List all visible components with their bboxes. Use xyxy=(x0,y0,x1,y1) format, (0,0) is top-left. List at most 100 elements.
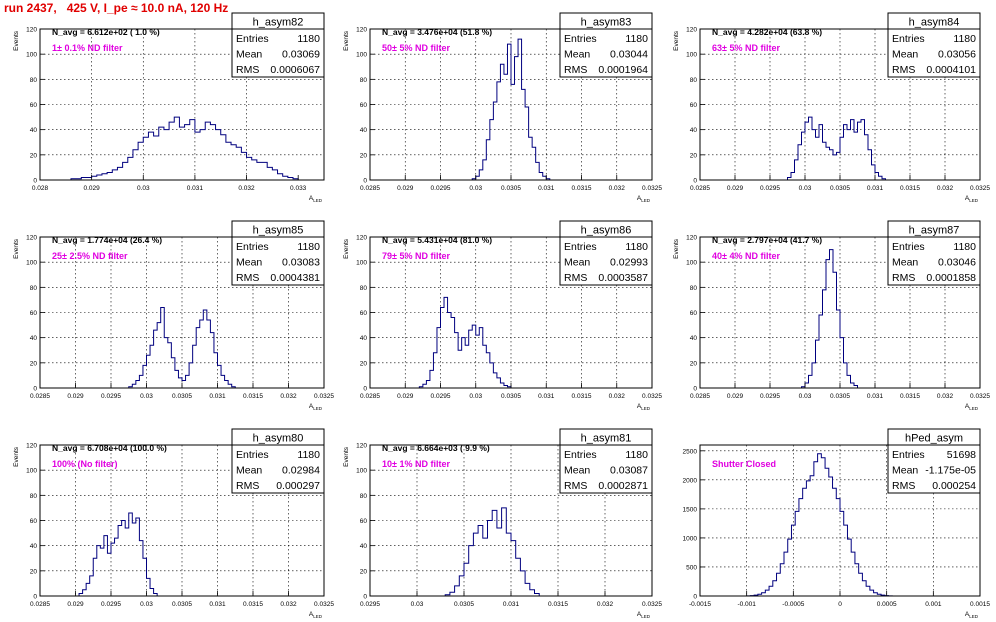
y-tick-label: 20 xyxy=(690,360,698,367)
x-tick-label: 0.031 xyxy=(538,393,555,400)
x-tick-label: 0.0295 xyxy=(101,601,121,608)
stats-values-box xyxy=(887,236,981,286)
y-tick-label: 0 xyxy=(693,594,697,601)
x-tick-label: 0.0305 xyxy=(830,185,850,192)
y-tick-label: 20 xyxy=(30,568,38,575)
stat-value: 1180 xyxy=(297,33,320,45)
x-tick-label: 0.03 xyxy=(469,393,482,400)
y-tick-label: 120 xyxy=(356,27,367,34)
stats-box: hPed_asym Entries 51698 Mean -1.175e-05 RMS 0.… xyxy=(887,428,981,494)
x-tick-label: 0.029 xyxy=(727,185,744,192)
stat-value: 0.0002871 xyxy=(598,480,648,492)
stats-values-box xyxy=(231,236,325,286)
navg-annotation: N_avg = 4.282e+04 (63.8 %) xyxy=(712,27,822,37)
histogram-line xyxy=(128,306,236,388)
panel-h_asym86: 0.0285 0.029 0.0295 0.03 0.0305 0.031 0.0315 0.… xyxy=(343,220,662,411)
x-tick-label: 0.032 xyxy=(609,185,626,192)
x-tick-label: 0.0005 xyxy=(877,601,897,608)
stat-value: 0.03083 xyxy=(282,257,320,269)
y-tick-label: 120 xyxy=(26,27,37,34)
stat-label: Mean xyxy=(564,49,590,61)
x-tick-label: 0.029 xyxy=(67,601,84,608)
stats-values-box xyxy=(559,236,653,286)
stat-value: 0.0003587 xyxy=(598,272,648,284)
y-tick-label: 60 xyxy=(690,310,698,317)
y-tick-label: 80 xyxy=(30,285,38,292)
run-title: run 2437, 425 V, I_pe ≈ 10.0 nA, 120 Hz xyxy=(4,1,229,15)
filter-annotation: 63± 5% ND filter xyxy=(712,43,780,53)
y-tick-label: 20 xyxy=(360,360,368,367)
histogram-line xyxy=(746,453,897,597)
x-tick-label: 0.0305 xyxy=(501,185,521,192)
stat-label: RMS xyxy=(564,480,587,492)
stats-box: h_asym83 Entries 1180 Mean 0.03044 RMS 0.00019… xyxy=(559,12,653,78)
navg-annotation: N_avg = 6.708e+04 (100.0 %) xyxy=(52,443,167,453)
stat-label: RMS xyxy=(564,64,587,76)
stat-value: 0.0001964 xyxy=(598,64,648,76)
x-tick-label: 0.0305 xyxy=(172,393,192,400)
x-tick-label: 0.0325 xyxy=(642,185,662,192)
x-tick-label: 0.0305 xyxy=(501,393,521,400)
stats-box: h_asym80 Entries 1180 Mean 0.02984 RMS 0.00029… xyxy=(231,428,325,494)
y-axis-title: Events xyxy=(673,30,680,51)
x-tick-label: 0.0305 xyxy=(830,393,850,400)
stat-value: 0.000254 xyxy=(932,480,976,492)
stat-value: 0.0001858 xyxy=(926,272,976,284)
x-tick-label: 0.0325 xyxy=(970,393,990,400)
panel-h_asym87: 0.0285 0.029 0.0295 0.03 0.0305 0.031 0.0315 0.… xyxy=(673,220,990,411)
histogram-name: h_asym87 xyxy=(909,225,960,237)
x-tick-label: 0.03 xyxy=(140,601,153,608)
histogram-name: h_asym80 xyxy=(253,433,304,445)
x-tick-label: 0.031 xyxy=(209,393,226,400)
filter-annotation: 50± 5% ND filter xyxy=(382,43,450,53)
y-tick-label: 100 xyxy=(356,52,367,59)
y-tick-label: 60 xyxy=(30,102,38,109)
histogram-name: h_asym84 xyxy=(909,17,960,29)
stat-label: RMS xyxy=(892,480,915,492)
stat-label: Entries xyxy=(236,449,269,461)
y-axis-title: Events xyxy=(13,30,20,51)
x-tick-label: 0.0295 xyxy=(101,393,121,400)
filter-annotation: 79± 5% ND filter xyxy=(382,251,450,261)
y-tick-label: 20 xyxy=(360,152,368,159)
y-tick-label: 60 xyxy=(30,518,38,525)
x-tick-label: 0.03 xyxy=(137,185,150,192)
y-tick-label: 40 xyxy=(690,127,698,134)
y-tick-label: 500 xyxy=(686,564,697,571)
stats-box: h_asym82 Entries 1180 Mean 0.03069 RMS 0.00060… xyxy=(231,12,325,78)
navg-annotation: N_avg = 1.774e+04 (26.4 %) xyxy=(52,235,162,245)
stat-value: 0.03044 xyxy=(610,49,648,61)
stat-label: Mean xyxy=(564,257,590,269)
filter-annotation: 40± 4% ND filter xyxy=(712,251,780,261)
x-tick-label: 0.0315 xyxy=(243,393,263,400)
stat-value: -1.175e-05 xyxy=(925,465,976,477)
x-tick-label: 0.0285 xyxy=(690,185,710,192)
y-tick-label: 80 xyxy=(690,285,698,292)
stat-label: RMS xyxy=(236,272,259,284)
x-tick-label: 0.03 xyxy=(140,393,153,400)
y-tick-label: 120 xyxy=(356,443,367,450)
stat-label: RMS xyxy=(892,272,915,284)
stat-label: RMS xyxy=(236,480,259,492)
y-axis-title: Events xyxy=(343,446,350,467)
y-axis-title: Events xyxy=(673,238,680,259)
x-tick-label: 0.0015 xyxy=(970,601,990,608)
stat-label: Mean xyxy=(892,465,918,477)
histogram-line xyxy=(787,116,886,180)
y-axis-title: Events xyxy=(13,238,20,259)
y-axis-title: Events xyxy=(343,238,350,259)
x-tick-label: 0.031 xyxy=(867,393,884,400)
x-axis-title: ALED xyxy=(637,611,651,619)
stat-value: 1180 xyxy=(953,241,976,253)
x-tick-label: 0.032 xyxy=(937,185,954,192)
histogram-name: h_asym85 xyxy=(253,225,304,237)
stat-label: Mean xyxy=(236,465,262,477)
x-tick-label: 0.0285 xyxy=(360,393,380,400)
y-axis-title: Events xyxy=(13,446,20,467)
stat-value: 0.0004101 xyxy=(926,64,976,76)
x-tick-label: 0.0315 xyxy=(900,185,920,192)
y-tick-label: 60 xyxy=(360,518,368,525)
filter-annotation: 25± 2.5% ND filter xyxy=(52,251,128,261)
stat-value: 0.03046 xyxy=(938,257,976,269)
